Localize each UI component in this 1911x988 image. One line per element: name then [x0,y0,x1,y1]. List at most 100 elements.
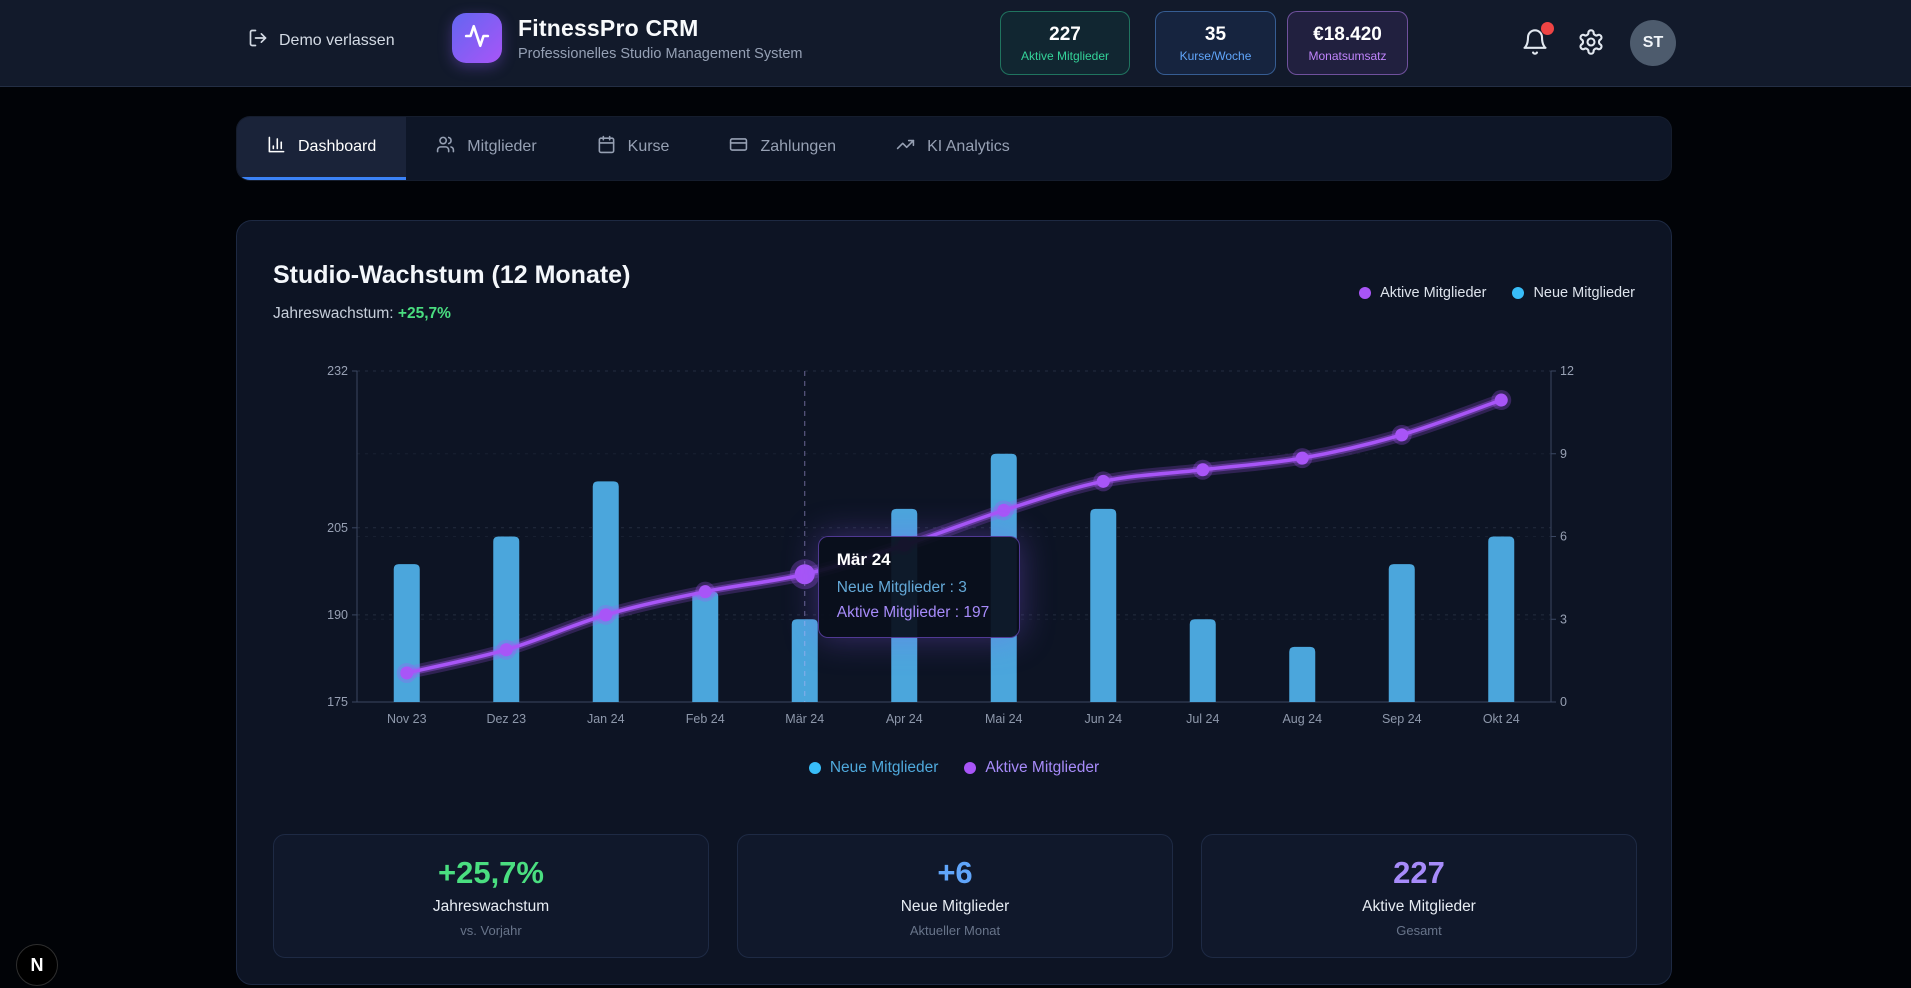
stat-label: Aktive Mitglieder [1362,897,1476,915]
stat-label: Kurse/Woche [1179,48,1252,63]
svg-text:Jun 24: Jun 24 [1084,712,1122,726]
stat-card-new-members: +6 Neue Mitglieder Aktueller Monat [737,834,1173,958]
stat-sublabel: Gesamt [1396,922,1442,938]
exit-demo-button[interactable]: Demo verlassen [248,28,395,53]
svg-text:Apr 24: Apr 24 [886,712,923,726]
svg-text:205: 205 [327,521,348,535]
notifications-button[interactable] [1521,22,1554,60]
legend-item-neue: Neue Mitglieder [808,759,939,777]
stat-value: 35 [1204,23,1227,45]
legend-dot-purple [964,762,977,774]
svg-text:12: 12 [1560,364,1574,378]
chart-subtitle: Jahreswachstum: +25,7% [273,305,451,323]
legend-label: Aktive Mitglieder [1380,285,1487,301]
growth-chart-card: Studio-Wachstum (12 Monate) Jahreswachst… [236,220,1672,985]
tab-zahlungen[interactable]: Zahlungen [699,117,866,180]
stat-value: €18.420 [1313,23,1382,45]
stat-sublabel: Aktueller Monat [909,922,1001,938]
legend-dot-blue [1512,287,1525,299]
stat-label: Neue Mitglieder [900,897,1010,915]
tab-mitglieder[interactable]: Mitglieder [406,117,566,180]
svg-text:6: 6 [1560,530,1567,544]
svg-text:175: 175 [327,695,348,709]
tab-label: Zahlungen [760,138,837,155]
header-stat-revenue: €18.420 Monatsumsatz [1287,11,1408,75]
notification-badge [1541,22,1554,35]
tab-dashboard[interactable]: Dashboard [237,117,407,180]
gear-icon [1577,29,1605,60]
tooltip-line-neue: Neue Mitglieder : 3 [836,579,967,597]
svg-text:Dez 23: Dez 23 [486,712,526,726]
tooltip-line-aktive: Aktive Mitglieder : 197 [836,604,990,622]
summary-stats-row: +25,7% Jahreswachstum vs. Vorjahr +6 Neu… [273,834,1637,958]
main-tabbar: Dashboard Mitglieder Kurse Zahlungen KI … [236,116,1672,181]
svg-text:Jul 24: Jul 24 [1186,712,1219,726]
nextjs-dev-badge[interactable]: N [16,944,58,986]
stat-card-active-members: 227 Aktive Mitglieder Gesamt [1201,834,1637,958]
legend-label: Neue Mitglieder [1533,285,1635,301]
legend-label: Aktive Mitglieder [985,759,1100,776]
stat-value: 227 [1049,23,1081,45]
chart-legend-bottom: Neue Mitglieder Aktive Mitglieder [237,759,1671,777]
stat-sublabel: vs. Vorjahr [460,922,522,938]
svg-text:9: 9 [1560,447,1567,461]
chart-tooltip: Mär 24 Neue Mitglieder : 3 Aktive Mitgli… [817,536,1020,639]
svg-text:Mai 24: Mai 24 [985,712,1023,726]
header-stat-courses: 35 Kurse/Woche [1155,11,1276,75]
tab-label: Mitglieder [467,138,537,155]
legend-item-neue: Neue Mitglieder [1512,285,1635,301]
svg-text:190: 190 [327,608,348,622]
app-header: Demo verlassen FitnessPro CRM Profession… [0,0,1911,87]
svg-text:Okt 24: Okt 24 [1483,712,1520,726]
svg-text:Feb 24: Feb 24 [686,712,725,726]
calendar-icon [597,135,616,159]
tab-ki-analytics[interactable]: KI Analytics [866,117,1040,180]
legend-dot-blue [808,762,821,774]
stat-label: Aktive Mitglieder [1020,48,1110,63]
stat-value: 227 [1393,854,1445,890]
chart-title: Studio-Wachstum (12 Monate) [273,261,631,289]
credit-card-icon [729,135,748,159]
app-title: FitnessPro CRM [518,14,699,41]
users-icon [436,135,455,159]
svg-text:Jan 24: Jan 24 [587,712,625,726]
svg-text:0: 0 [1560,695,1567,709]
tab-label: Kurse [627,138,670,155]
growth-value: +25,7% [397,305,451,322]
svg-text:3: 3 [1560,612,1567,626]
stat-label: Jahreswachstum [432,897,550,915]
chart-legend-top: Aktive Mitglieder Neue Mitglieder [1359,285,1635,301]
logout-icon [248,28,268,53]
bell-icon [1521,29,1549,60]
svg-text:Aug 24: Aug 24 [1282,712,1322,726]
app-subtitle: Professionelles Studio Management System [518,45,803,62]
subtitle-label: Jahreswachstum: [273,305,398,322]
tab-label: Dashboard [298,138,377,155]
stat-label: Monatsumsatz [1308,48,1387,63]
legend-label: Neue Mitglieder [829,759,939,776]
exit-demo-label: Demo verlassen [279,31,395,49]
tooltip-title: Mär 24 [836,550,891,570]
settings-button[interactable] [1577,28,1605,61]
legend-item-aktive: Aktive Mitglieder [1359,285,1486,301]
brand: FitnessPro CRM Professionelles Studio Ma… [452,13,803,63]
header-stat-active-members: 227 Aktive Mitglieder [1000,11,1130,75]
user-avatar[interactable]: ST [1630,20,1676,66]
legend-item-aktive: Aktive Mitglieder [964,759,1099,777]
stat-value: +25,7% [437,854,544,890]
app-logo [452,13,502,63]
stat-card-growth: +25,7% Jahreswachstum vs. Vorjahr [273,834,709,958]
svg-text:Sep 24: Sep 24 [1382,712,1422,726]
bar-chart-icon [267,135,286,159]
trending-up-icon [896,135,915,159]
activity-icon [464,23,490,54]
growth-chart[interactable]: 175 190 205 232 0 3 6 9 12 Nov 23 Dez 23 Jan 24 Feb … [265,349,1645,741]
svg-text:Mär 24: Mär 24 [785,712,824,726]
legend-dot-purple [1359,287,1372,299]
tab-kurse[interactable]: Kurse [567,117,700,180]
stat-value: +6 [937,854,973,890]
svg-text:232: 232 [327,364,348,378]
chart-canvas[interactable]: 175 190 205 232 0 3 6 9 12 Nov 23 Dez 23 Jan 24 Feb … [265,349,1645,741]
svg-text:Nov 23: Nov 23 [387,712,427,726]
tab-label: KI Analytics [927,138,1010,155]
